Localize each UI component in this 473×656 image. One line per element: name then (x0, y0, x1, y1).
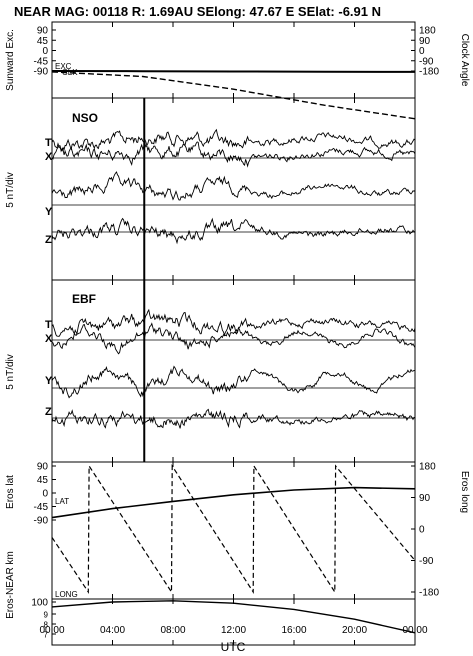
x-tick-label: 00:00 (39, 625, 64, 636)
nso-label-y: Y (45, 206, 53, 218)
ebf-x-trace (51, 322, 416, 355)
ylabel-ebf: 5 nT/div (5, 354, 16, 390)
nso-label-z: Z (45, 234, 52, 246)
series-label-long: LONG (55, 590, 78, 599)
ebf-label-x: X (45, 333, 53, 345)
ylabel-eros-long: Eros long (459, 471, 470, 513)
panel-frame-ebf (51, 279, 416, 463)
y-tick-label: -45 (34, 56, 49, 67)
y-tick-label: 90 (37, 462, 49, 473)
y-tick-label: 9 (44, 611, 49, 620)
y-tick-label: 45 (37, 36, 49, 47)
x-tick-label: 00:00 (402, 625, 427, 636)
y-tick-label: 90 (419, 36, 431, 47)
nso-z-trace (51, 217, 416, 245)
y-tick-label: 0 (419, 525, 425, 536)
y-tick-label: 90 (419, 493, 431, 504)
y-tick-label: -90 (419, 556, 434, 567)
clk-series-line (51, 71, 416, 120)
y-tick-label: 8 (44, 621, 49, 630)
ebf-label-z: Z (45, 406, 52, 418)
x-tick-label: 08:00 (160, 625, 185, 636)
panel-frame-eros (51, 461, 416, 600)
nso-label-x: X (45, 151, 53, 163)
y-tick-label: 45 (37, 475, 49, 486)
nso-y-trace (51, 171, 416, 201)
ebf-label-y: Y (45, 375, 53, 387)
nso-label-t: T (45, 137, 52, 149)
y-tick-label: -45 (34, 502, 49, 513)
ylabel-eros-lat: Eros lat (5, 475, 16, 509)
y-tick-label: -90 (419, 56, 434, 67)
panel-frame-nso (51, 97, 416, 281)
y-tick-label: -90 (34, 516, 49, 527)
panel-frame-range (51, 598, 416, 646)
ylabel-clock: Clock Angle (459, 34, 470, 87)
y-tick-label: 0 (42, 46, 48, 57)
series-label-lat: LAT (55, 497, 69, 506)
ylabel-nso: 5 nT/div (5, 172, 16, 208)
y-tick-label: 7 (44, 631, 49, 640)
x-tick-label: 20:00 (342, 625, 367, 636)
panel-frame-sunward (51, 21, 416, 99)
figure-title: NEAR MAG: 00118 R: 1.69AU SElong: 47.67 … (14, 4, 381, 19)
y-tick-label: 90 (37, 26, 49, 37)
exc-series-line (51, 70, 416, 73)
ylabel-sunward: Sunward Exc. (5, 29, 16, 91)
x-tick-label: 04:00 (100, 625, 125, 636)
ebf-z-trace (51, 408, 416, 429)
ebf-y-trace (51, 365, 416, 399)
y-tick-label: 180 (419, 26, 436, 37)
y-tick-label: 0 (419, 46, 425, 57)
nso-t-trace (51, 128, 416, 152)
x-tick-label: 12:00 (221, 625, 246, 636)
x-tick-label: 16:00 (281, 625, 306, 636)
nso-x-trace (51, 141, 416, 168)
tick-layer: 00:00 04:00 08:00 12:00 16:00 20:00 00:0090450… (31, 22, 439, 645)
y-tick-label: 100 (31, 598, 48, 609)
eros-near-range-line (51, 600, 416, 634)
y-tick-label: 180 (419, 462, 436, 473)
panel-tag-nso: NSO (72, 111, 98, 125)
eros-lat-line (51, 486, 416, 519)
ylabel-range: Eros-NEAR km (5, 551, 16, 619)
ebf-label-t: T (45, 319, 52, 331)
series-label-exc: EXC (55, 62, 72, 71)
y-tick-label: 0 (42, 489, 48, 500)
y-tick-label: -180 (419, 67, 439, 78)
trace-layer (51, 70, 416, 634)
ebf-t-trace (51, 308, 416, 337)
y-tick-label: -90 (34, 67, 49, 78)
eros-long-line (51, 463, 416, 595)
y-tick-label: -180 (419, 588, 439, 599)
xaxis-label: UTC (221, 640, 246, 654)
panel-tag-ebf: EBF (72, 292, 96, 306)
